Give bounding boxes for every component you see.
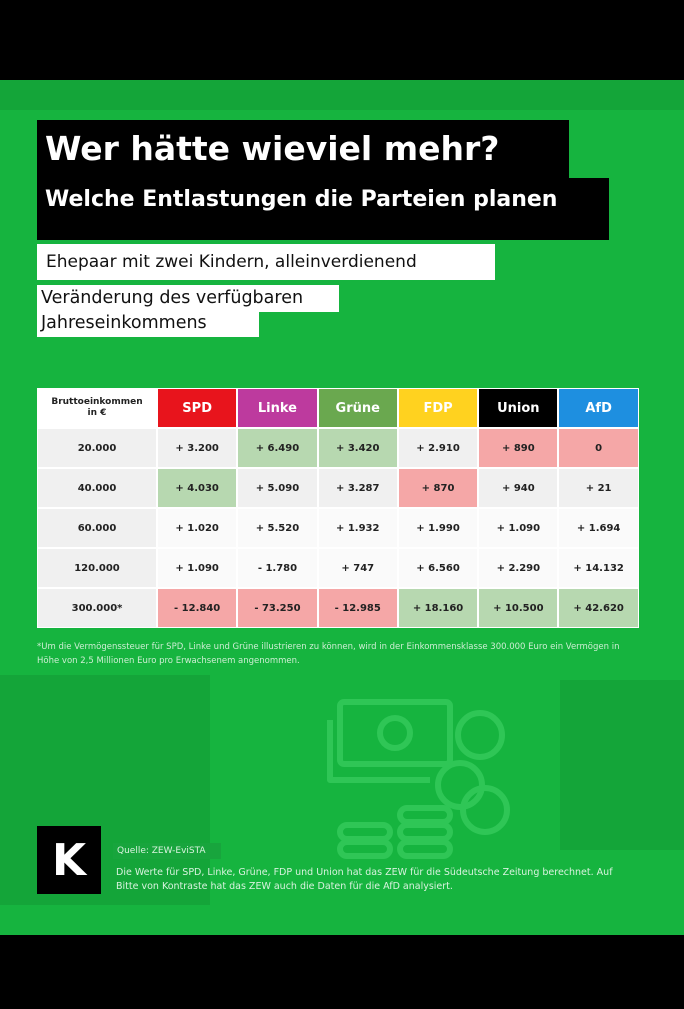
background-block <box>560 680 684 850</box>
row-header-line2: in € <box>87 408 107 418</box>
table-row: 40.000 + 4.030 + 5.090 + 3.287 + 870 + 940 + 2… <box>37 468 639 508</box>
background-block <box>0 80 684 110</box>
value-cell: + 890 <box>478 428 559 468</box>
value-cell: - 73.250 <box>237 588 318 628</box>
row-header-cell: Bruttoeinkommen in € <box>37 388 157 428</box>
value-cell: + 21 <box>558 468 639 508</box>
value-cell: 0 <box>558 428 639 468</box>
column-header-fdp: FDP <box>397 388 479 428</box>
value-cell: + 18.160 <box>397 588 479 628</box>
value-cell: + 3.420 <box>317 428 398 468</box>
income-cell: 20.000 <box>37 428 157 468</box>
infographic-panel: Wer hätte wieviel mehr? Welche Entlastun… <box>0 80 684 935</box>
value-cell: - 12.840 <box>157 588 238 628</box>
column-header-linke: Linke <box>237 388 318 428</box>
credits-text: Die Werte für SPD, Linke, Grüne, FDP und… <box>116 867 613 892</box>
value-cell: + 3.200 <box>157 428 238 468</box>
measure-label-line2: Jahreseinkommens <box>37 312 259 337</box>
column-header-spd: SPD <box>157 388 238 428</box>
value-cell: + 940 <box>478 468 559 508</box>
table-row: 300.000* - 12.840- 73.250- 12.985 + 18.160… <box>37 588 639 628</box>
source-label: Quelle: ZEW-EviSTA <box>113 843 221 859</box>
value-cell: + 2.910 <box>397 428 479 468</box>
value-cell: - 12.985 <box>317 588 398 628</box>
value-cell: + 6.560 <box>397 548 479 588</box>
value-cell: + 14.132 <box>558 548 639 588</box>
income-cell: 40.000 <box>37 468 157 508</box>
value-cell: + 2.290 <box>478 548 559 588</box>
value-cell: + 10.500 <box>478 588 559 628</box>
column-header-union: Union <box>478 388 559 428</box>
logo: K <box>37 826 101 894</box>
measure-label-line1: Veränderung des verfügbaren <box>37 285 339 312</box>
page-subtitle: Welche Entlastungen die Parteien planen <box>37 178 609 240</box>
value-cell: + 1.090 <box>478 508 559 548</box>
income-cell: 120.000 <box>37 548 157 588</box>
income-change-table: Bruttoeinkommen in € SPD Linke Grüne FDP… <box>37 388 639 628</box>
footnote: *Um die Vermögenssteuer für SPD, Linke u… <box>37 642 620 666</box>
value-cell: + 5.090 <box>237 468 318 508</box>
page-title: Wer hätte wieviel mehr? <box>37 120 569 178</box>
value-cell: + 1.932 <box>317 508 398 548</box>
income-cell: 60.000 <box>37 508 157 548</box>
value-cell: + 1.990 <box>397 508 479 548</box>
column-header-gruene: Grüne <box>317 388 398 428</box>
table-row: 20.000 + 3.200 + 6.490 + 3.420 + 2.910 + 890 0 <box>37 428 639 468</box>
value-cell: + 6.490 <box>237 428 318 468</box>
table-row: 60.000 + 1.020 + 5.520 + 1.932 + 1.990 + 1.09… <box>37 508 639 548</box>
money-coins-icon <box>327 699 510 859</box>
value-cell: + 5.520 <box>237 508 318 548</box>
row-header-line1: Bruttoeinkommen <box>51 397 143 407</box>
value-cell: - 1.780 <box>237 548 318 588</box>
background-block <box>0 675 210 905</box>
value-cell: + 1.020 <box>157 508 238 548</box>
value-cell: + 747 <box>317 548 398 588</box>
value-cell: + 1.694 <box>558 508 639 548</box>
scenario-label: Ehepaar mit zwei Kindern, alleinverdiene… <box>37 244 495 280</box>
value-cell: + 3.287 <box>317 468 398 508</box>
value-cell: + 42.620 <box>558 588 639 628</box>
table-row: 120.000 + 1.090- 1.780 + 747 + 6.560 + 2.290… <box>37 548 639 588</box>
table-header-row: Bruttoeinkommen in € SPD Linke Grüne FDP… <box>37 388 639 428</box>
value-cell: + 4.030 <box>157 468 238 508</box>
value-cell: + 870 <box>397 468 479 508</box>
income-cell: 300.000* <box>37 588 157 628</box>
value-cell: + 1.090 <box>157 548 238 588</box>
column-header-afd: AfD <box>558 388 639 428</box>
